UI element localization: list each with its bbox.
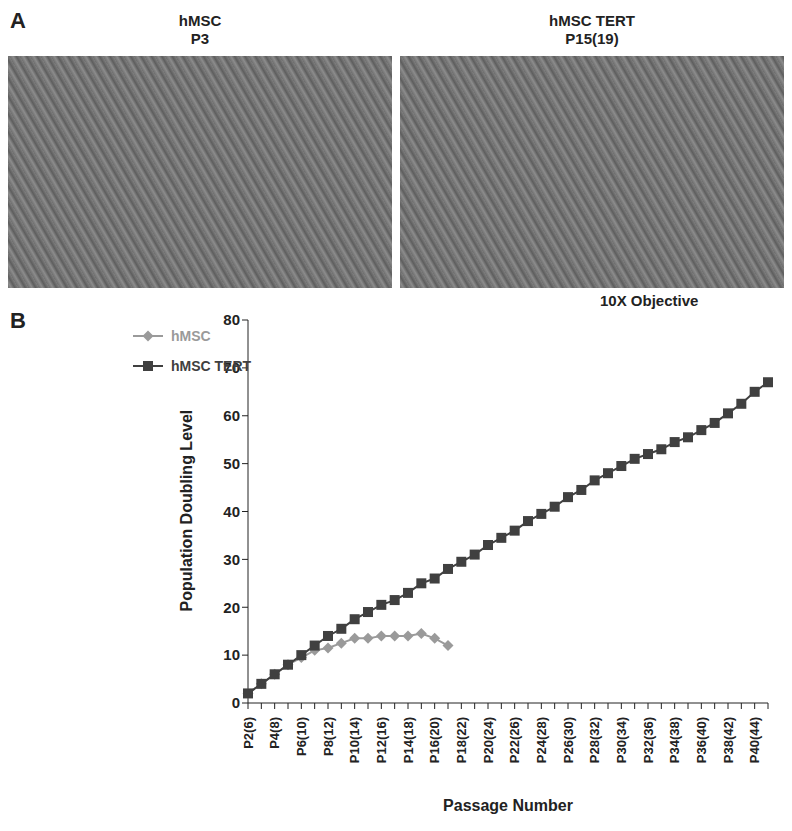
svg-text:P2(6): P2(6) bbox=[241, 717, 256, 749]
svg-text:P10(14): P10(14) bbox=[347, 717, 362, 763]
svg-text:P38(42): P38(42) bbox=[721, 717, 736, 763]
svg-text:P4(8): P4(8) bbox=[267, 717, 282, 749]
svg-text:0: 0 bbox=[232, 694, 240, 711]
svg-text:P36(40): P36(40) bbox=[694, 717, 709, 763]
svg-text:20: 20 bbox=[223, 599, 240, 616]
svg-text:P34(38): P34(38) bbox=[667, 717, 682, 763]
svg-text:80: 80 bbox=[223, 311, 240, 328]
svg-text:P12(16): P12(16) bbox=[374, 717, 389, 763]
svg-text:P8(12): P8(12) bbox=[321, 717, 336, 756]
svg-text:50: 50 bbox=[223, 455, 240, 472]
svg-text:P32(36): P32(36) bbox=[641, 717, 656, 763]
svg-text:60: 60 bbox=[223, 407, 240, 424]
svg-text:P22(26): P22(26) bbox=[507, 717, 522, 763]
svg-text:40: 40 bbox=[223, 503, 240, 520]
svg-text:P28(32): P28(32) bbox=[587, 717, 602, 763]
svg-text:P40(44): P40(44) bbox=[747, 717, 762, 763]
svg-text:P18(22): P18(22) bbox=[454, 717, 469, 763]
svg-text:10: 10 bbox=[223, 646, 240, 663]
svg-text:70: 70 bbox=[223, 359, 240, 376]
svg-text:Passage Number: Passage Number bbox=[443, 797, 573, 814]
svg-text:P24(28): P24(28) bbox=[534, 717, 549, 763]
svg-text:30: 30 bbox=[223, 551, 240, 568]
svg-text:P14(18): P14(18) bbox=[401, 717, 416, 763]
svg-text:P30(34): P30(34) bbox=[614, 717, 629, 763]
svg-text:Population Doubling Level: Population Doubling Level bbox=[178, 410, 195, 612]
svg-text:P16(20): P16(20) bbox=[427, 717, 442, 763]
svg-text:P6(10): P6(10) bbox=[294, 717, 309, 756]
svg-text:P20(24): P20(24) bbox=[481, 717, 496, 763]
svg-text:P26(30): P26(30) bbox=[561, 717, 576, 763]
